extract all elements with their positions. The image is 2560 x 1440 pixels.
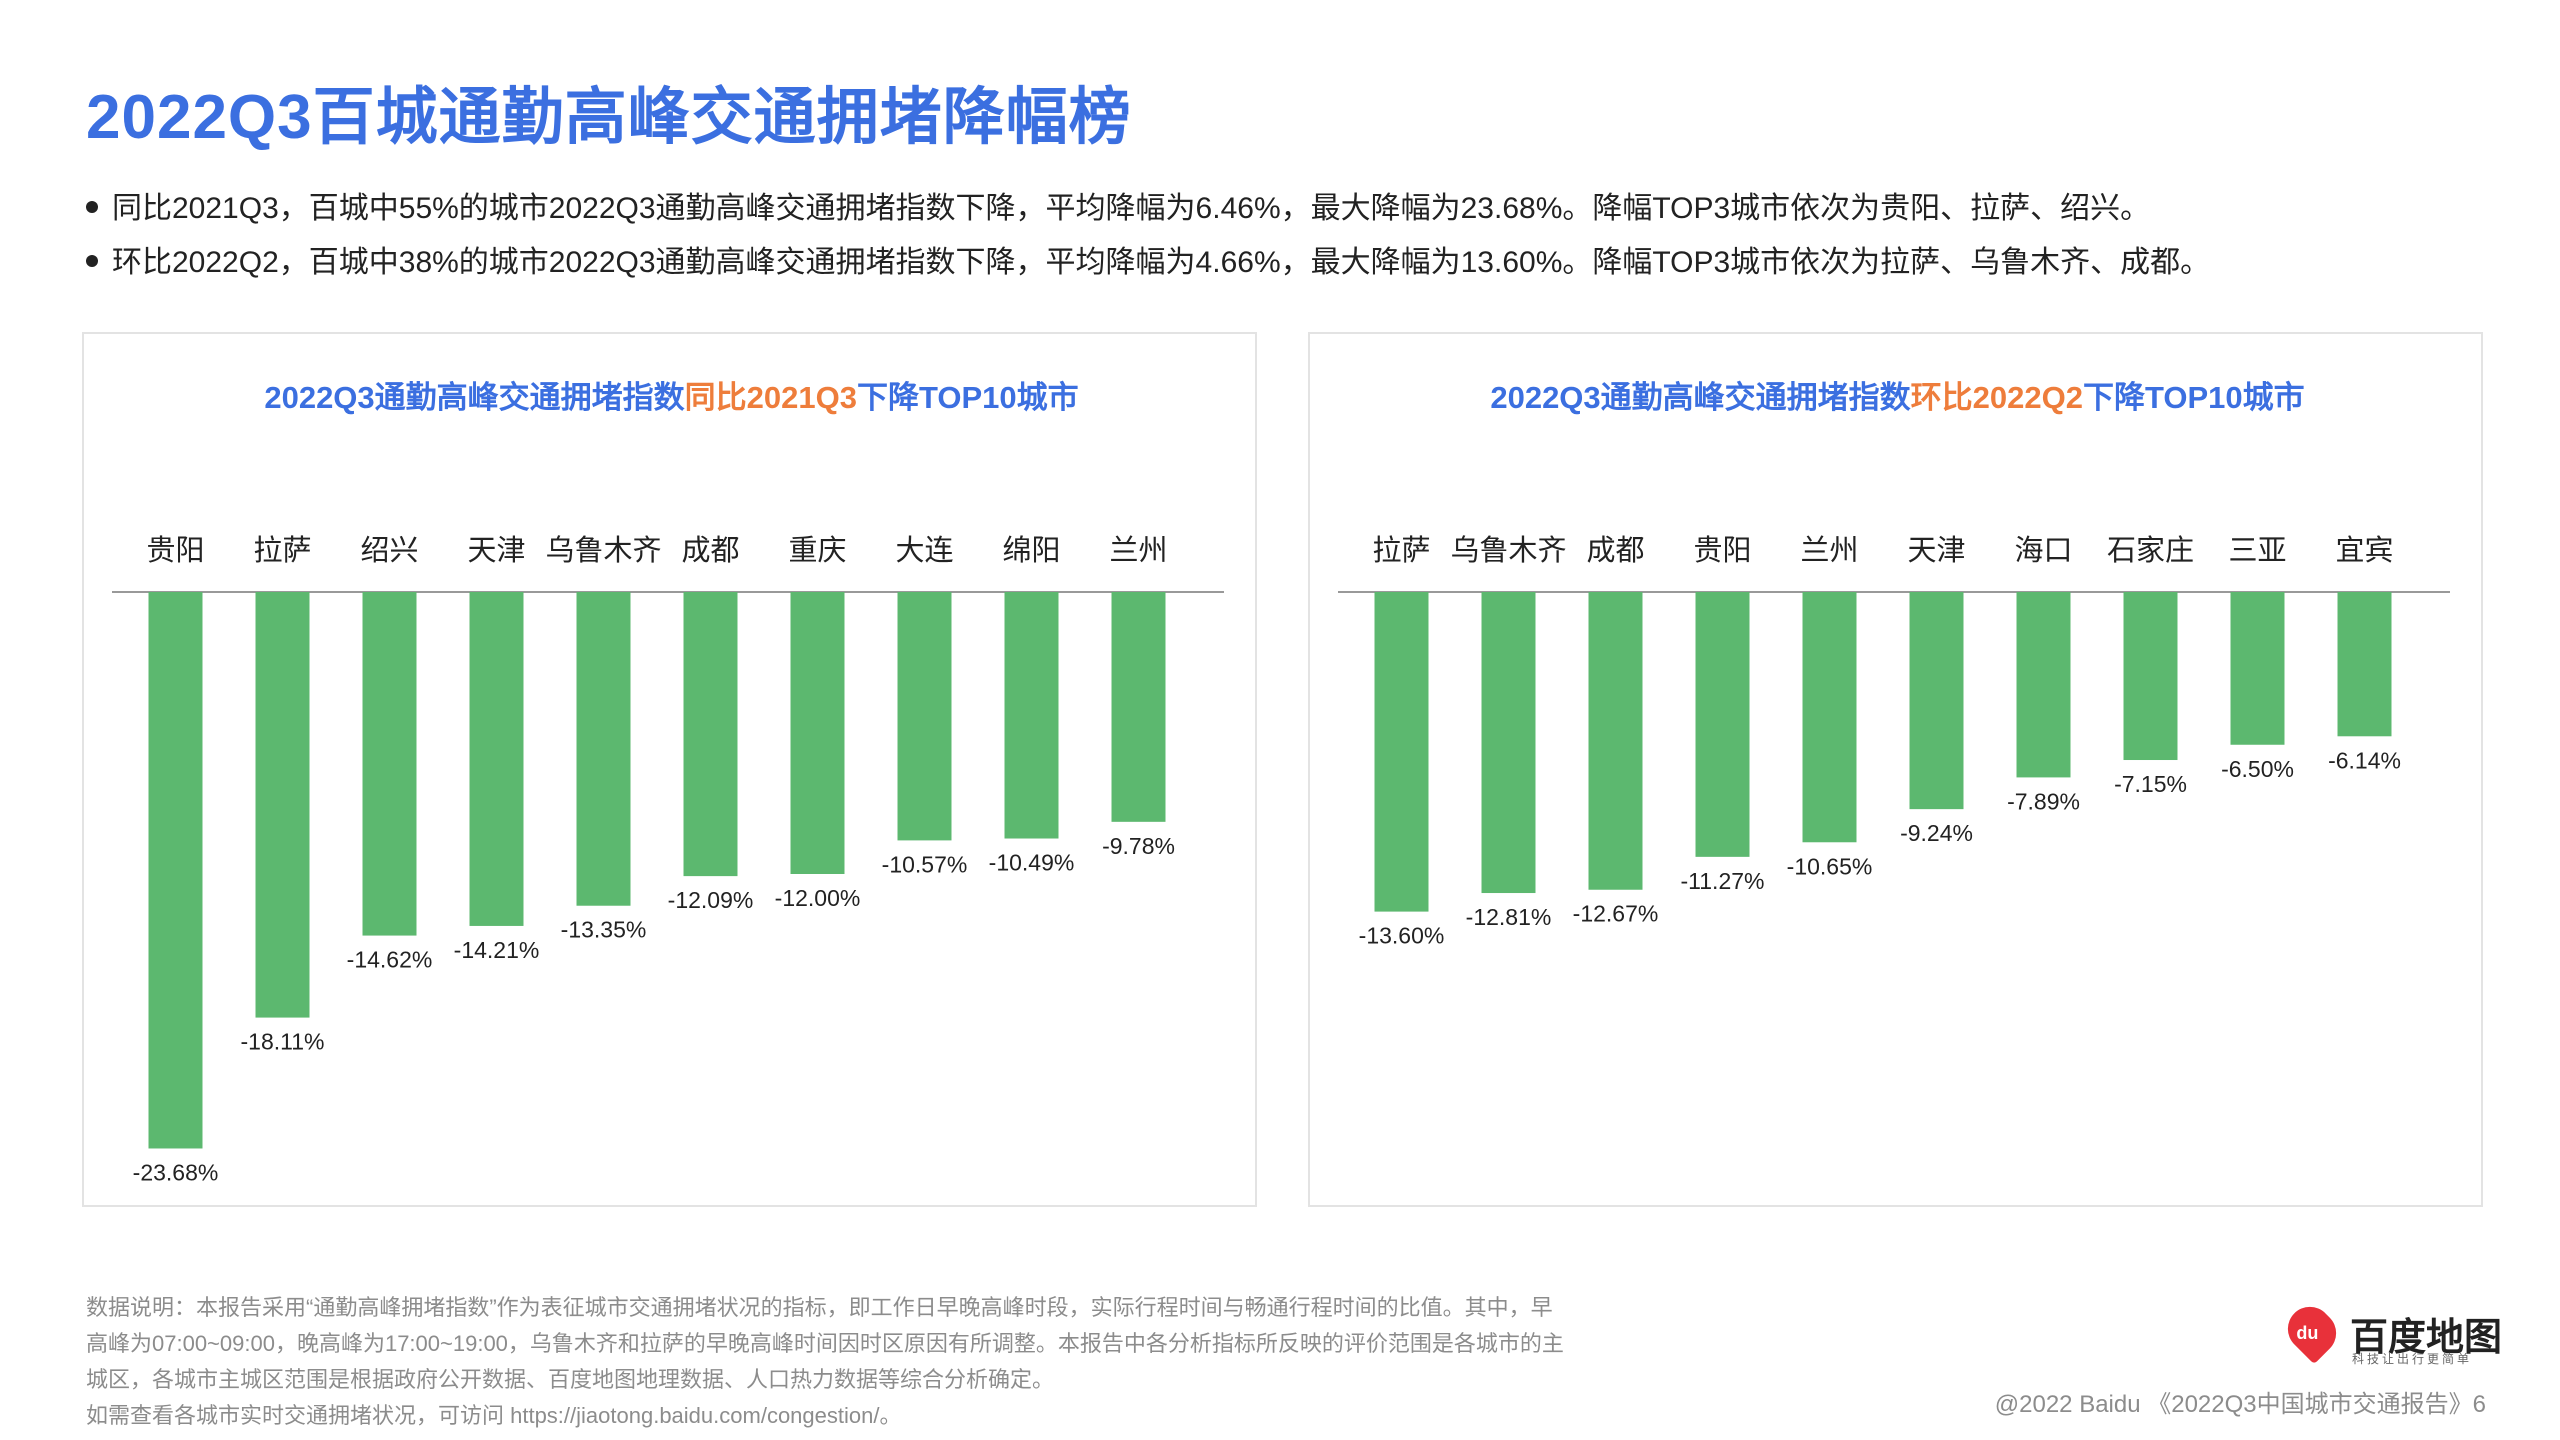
data-label: -6.14% [2328, 747, 2401, 773]
category-label: 乌鲁木齐 [1450, 534, 1566, 567]
data-label: -10.57% [882, 851, 968, 877]
data-label: -12.67% [1573, 901, 1659, 927]
page-title: 2022Q3百城通勤高峰交通拥堵降幅榜 [86, 83, 1132, 152]
data-label: -7.89% [2007, 788, 2080, 814]
data-label: -13.35% [561, 917, 647, 943]
data-footnote: 数据说明：本报告采用“通勤高峰拥堵指数”作为表征城市交通拥堵状况的指标，即工作日… [86, 1290, 1646, 1434]
bar [2230, 592, 2285, 745]
data-label: -10.65% [1787, 853, 1873, 879]
logo-mark-text: du [2296, 1322, 2319, 1343]
bar [362, 592, 417, 936]
logo-name: 百度地图 [2350, 1317, 2503, 1359]
data-label: -12.81% [1466, 904, 1552, 930]
summary-text-yoy: 同比2021Q3，百城中55%的城市2022Q3通勤高峰交通拥堵指数下降，平均降… [112, 192, 2151, 225]
category-label: 海口 [2014, 534, 2072, 567]
category-label: 天津 [467, 535, 525, 567]
data-label: -14.21% [454, 937, 540, 963]
summary-bullet-yoy: 同比2021Q3，百城中55%的城市2022Q3通勤高峰交通拥堵指数下降，平均降… [86, 182, 2210, 236]
bar [2123, 592, 2178, 761]
bar [1004, 592, 1059, 839]
category-label: 宜宾 [2335, 534, 2393, 567]
category-label: 成都 [1586, 534, 1644, 567]
bar [1481, 592, 1536, 894]
bar [148, 592, 203, 1149]
category-label: 绵阳 [1002, 534, 1060, 567]
category-label: 天津 [1907, 535, 1965, 567]
bar [2337, 592, 2392, 737]
bullet-dot-icon [86, 255, 98, 268]
category-label: 大连 [895, 534, 953, 567]
data-label: -14.62% [347, 947, 433, 973]
bar [1588, 592, 1643, 890]
bar [2016, 592, 2071, 778]
bar [1374, 592, 1429, 912]
footnote-line: 高峰为07:00~09:00，晚高峰为17:00~19:00，乌鲁木齐和拉萨的早… [86, 1331, 1564, 1356]
summary-bullet-qoq: 环比2022Q2，百城中38%的城市2022Q3通勤高峰交通拥堵指数下降，平均降… [86, 236, 2210, 290]
data-label: -9.24% [1900, 820, 1973, 846]
bar [683, 592, 738, 877]
data-label: -11.27% [1681, 868, 1765, 894]
data-label: -18.11% [241, 1029, 325, 1055]
data-label: -23.68% [133, 1159, 219, 1185]
chart-title-part: 下降TOP10城市 [857, 380, 1079, 415]
chart-panel-yoy: 2022Q3通勤高峰交通拥堵指数同比2021Q3下降TOP10城市贵阳 -23.6… [82, 332, 1257, 1207]
bar [1695, 592, 1750, 857]
category-label: 拉萨 [1372, 534, 1430, 567]
bar [790, 592, 845, 874]
category-label: 成都 [681, 534, 739, 567]
category-label: 兰州 [1109, 534, 1167, 567]
category-label: 石家庄 [2107, 534, 2194, 567]
bar [576, 592, 631, 906]
chart-title-part: 2022Q3通勤高峰交通拥堵指数 [264, 380, 684, 415]
data-label: -12.00% [775, 885, 861, 911]
bar [1111, 592, 1166, 822]
data-label: -6.50% [2221, 756, 2294, 782]
chart-title-part: 下降TOP10城市 [2083, 380, 2305, 415]
category-label: 三亚 [2228, 535, 2286, 567]
map-pin-icon: du [2278, 1297, 2346, 1365]
logo-slogan: 科技让出行更简单 [2352, 1352, 2473, 1366]
data-label: -7.15% [2114, 771, 2187, 797]
data-label: -9.78% [1102, 833, 1175, 859]
chart-title-part: 同比2021Q3 [685, 380, 857, 415]
bar [897, 592, 952, 841]
category-label: 贵阳 [1693, 534, 1751, 567]
category-label: 绍兴 [360, 534, 418, 567]
summary-text-qoq: 环比2022Q2，百城中38%的城市2022Q3通勤高峰交通拥堵指数下降，平均降… [112, 246, 2211, 279]
bar [255, 592, 310, 1018]
category-label: 贵阳 [146, 534, 204, 567]
footnote-line: 城区，各城市主城区范围是根据政府公开数据、百度地图地理数据、人口热力数据等综合分… [86, 1367, 1055, 1392]
copyright-text: @2022 Baidu 《2022Q3中国城市交通报告》6 [1994, 1391, 2486, 1418]
bar [1909, 592, 1964, 810]
category-label: 兰州 [1800, 534, 1858, 567]
category-label: 乌鲁木齐 [545, 534, 661, 567]
chart-title-part: 环比2022Q2 [1911, 380, 2083, 415]
data-label: -10.49% [989, 850, 1075, 876]
data-label: -12.09% [668, 887, 754, 913]
summary-bullets: 同比2021Q3，百城中55%的城市2022Q3通勤高峰交通拥堵指数下降，平均降… [86, 182, 2210, 290]
chart-title-part: 2022Q3通勤高峰交通拥堵指数 [1490, 380, 1910, 415]
footnote-line: 数据说明：本报告采用“通勤高峰拥堵指数”作为表征城市交通拥堵状况的指标，即工作日… [86, 1295, 1553, 1320]
chart-title: 2022Q3通勤高峰交通拥堵指数同比2021Q3下降TOP10城市 [264, 380, 1078, 415]
bullet-dot-icon [86, 201, 98, 214]
data-label: -13.60% [1359, 923, 1445, 949]
bar [469, 592, 524, 926]
chart-panel-qoq: 2022Q3通勤高峰交通拥堵指数环比2022Q2下降TOP10城市拉萨 -13.6… [1308, 332, 2483, 1207]
bar [1802, 592, 1857, 843]
chart-title: 2022Q3通勤高峰交通拥堵指数环比2022Q2下降TOP10城市 [1490, 380, 2304, 415]
footnote-line: 如需查看各城市实时交通拥堵状况，可访问 https://jiaotong.bai… [86, 1403, 902, 1428]
category-label: 拉萨 [253, 534, 311, 567]
category-label: 重庆 [788, 534, 846, 567]
